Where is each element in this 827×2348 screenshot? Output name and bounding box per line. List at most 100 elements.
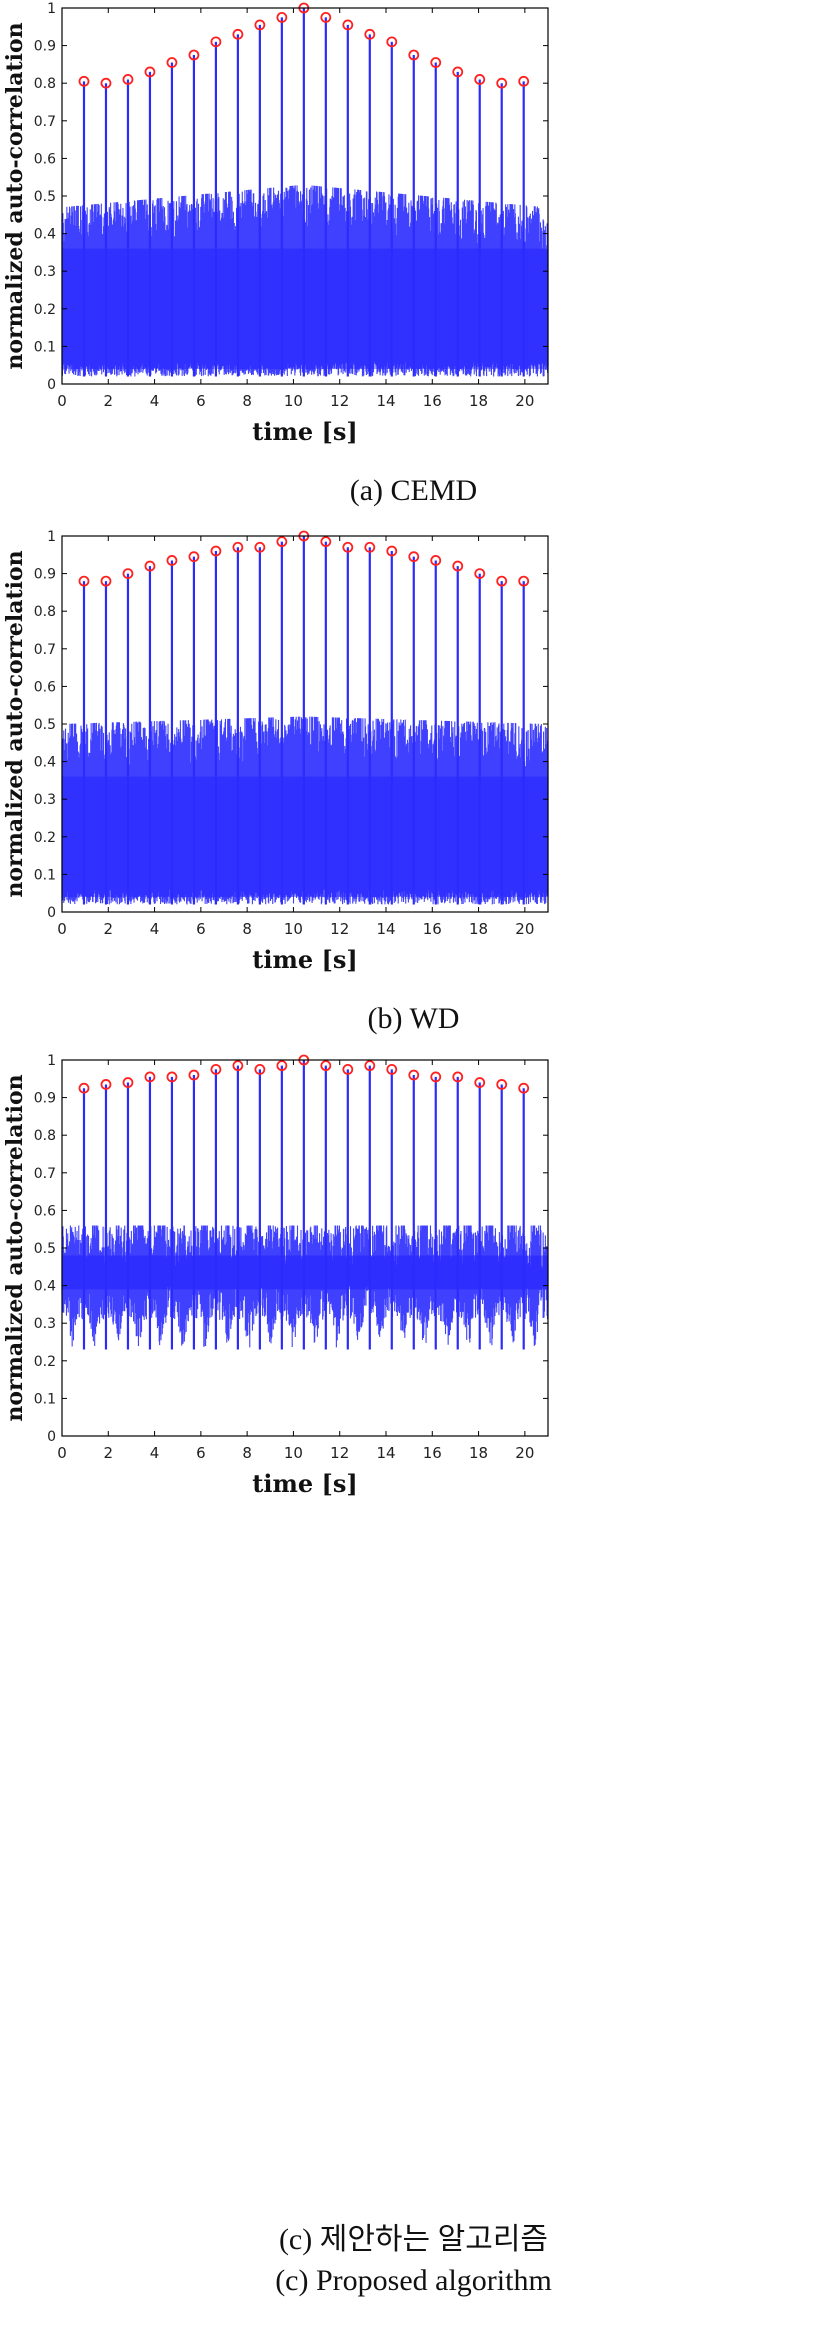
peak-marker <box>408 1069 420 1081</box>
peak-marker <box>100 77 112 89</box>
y-tick-label: 0.2 <box>34 302 56 318</box>
peak-marker <box>166 555 178 566</box>
peak-marker <box>408 551 420 563</box>
y-axis-label: normalized auto-correlation <box>2 1074 28 1421</box>
x-tick-label: 16 <box>423 920 442 938</box>
x-tick-label: 20 <box>515 392 534 410</box>
y-tick-label: 0.2 <box>34 1354 56 1370</box>
peak-marker <box>232 1060 244 1072</box>
y-tick-label: 0.3 <box>34 1316 56 1332</box>
x-tick-label: 6 <box>196 1444 206 1462</box>
peak-marker <box>364 1060 376 1072</box>
x-tick-label: 20 <box>515 920 534 938</box>
peak-marker <box>78 1082 90 1094</box>
y-tick-label: 0 <box>47 1429 56 1445</box>
x-tick-label: 8 <box>242 920 252 938</box>
y-tick-label: 0.8 <box>34 604 56 620</box>
chart-svg-a: 00.10.20.30.40.50.60.70.80.910 2 4 6 8 10 12 14… <box>2 1 549 446</box>
peak-marker <box>188 49 200 61</box>
x-tick-label: 12 <box>330 392 349 410</box>
peak-marker <box>276 536 288 548</box>
x-tick-label: 6 <box>196 392 206 410</box>
x-tick-label: 10 <box>284 392 303 410</box>
y-tick-label: 0.1 <box>34 867 56 883</box>
x-tick-label: 4 <box>150 1444 160 1462</box>
x-axis-label: time [s] <box>252 417 357 446</box>
y-tick-label: 0.8 <box>34 1128 56 1144</box>
peak-marker <box>518 575 530 587</box>
x-tick-label: 16 <box>423 1444 442 1462</box>
x-tick-label: 10 <box>284 920 303 938</box>
peak-marker <box>342 1063 354 1075</box>
peak-marker <box>100 575 112 587</box>
peak-marker <box>122 568 134 579</box>
plot-area <box>61 1054 549 1350</box>
chart-caption-a: (a) CEMD <box>349 474 478 507</box>
x-tick-label: 16 <box>423 392 442 410</box>
peak-marker <box>100 1079 112 1090</box>
x-tick-label: 4 <box>150 392 160 410</box>
peak-marker <box>518 75 530 87</box>
peak-marker <box>474 74 486 85</box>
y-tick-label: 1 <box>47 529 56 545</box>
y-tick-label: 0.2 <box>34 830 56 846</box>
y-tick-label: 1 <box>47 1053 56 1069</box>
chart-caption-c: (c) 제안하는 알고리즘 <box>278 2223 549 2256</box>
peak-marker <box>342 541 354 553</box>
peak-marker <box>320 11 332 23</box>
x-tick-label: 6 <box>196 920 206 938</box>
noise-core <box>62 1255 548 1290</box>
y-tick-label: 0.5 <box>34 189 56 205</box>
noise-core <box>62 248 548 369</box>
chart-panel-b: 0 0.1 0.2 0.3 0.4 0.5 0.6 0.7 0.8 0.9 1 0 2 4 6 8 10 12 14… <box>0 528 827 1048</box>
peak-marker <box>452 560 464 572</box>
peak-marker <box>166 57 178 68</box>
peak-marker <box>518 1082 530 1094</box>
peak-marker <box>474 568 486 579</box>
x-tick-label: 20 <box>515 1444 534 1462</box>
y-tick-label: 0.6 <box>34 151 56 167</box>
chart-caption-b: (b) WD <box>367 1002 460 1035</box>
peak-marker <box>122 1077 134 1088</box>
peak-marker <box>452 1071 464 1083</box>
y-tick-label: 0 <box>47 905 56 921</box>
peak-marker <box>276 11 288 23</box>
peak-marker <box>496 575 508 587</box>
peak-marker <box>452 66 464 78</box>
peak-marker <box>342 19 354 31</box>
x-tick-label: 18 <box>469 1444 488 1462</box>
y-tick-label: 0.7 <box>34 642 56 658</box>
peak-marker <box>210 36 222 48</box>
y-tick-label: 0.9 <box>34 567 56 583</box>
y-tick-label: 0.7 <box>34 114 56 130</box>
peak-marker <box>364 28 376 40</box>
peak-marker <box>430 555 442 566</box>
peak-marker <box>232 28 244 40</box>
y-tick-label: 1 <box>47 1 56 17</box>
x-tick-label: 14 <box>376 920 395 938</box>
peak-marker <box>144 66 156 78</box>
y-tick-label: 0.3 <box>34 792 56 808</box>
y-axis-label: normalized auto-correlation <box>2 550 28 897</box>
peak-marker <box>210 545 222 557</box>
peak-marker <box>320 1060 332 1072</box>
chart-svg-b: 00.10.20.30.40.50.60.70.80.910 2 4 6 8 10 12 14… <box>2 529 549 974</box>
x-tick-label: 14 <box>376 392 395 410</box>
y-tick-label: 0.6 <box>34 1203 56 1219</box>
y-tick-label: 0.9 <box>34 1091 56 1107</box>
x-tick-label: 2 <box>104 920 114 938</box>
peak-marker <box>232 541 244 553</box>
peak-marker <box>474 1077 486 1088</box>
y-tick-label: 0.1 <box>34 339 56 355</box>
x-tick-label: 2 <box>104 1444 114 1462</box>
peak-marker <box>320 536 332 548</box>
x-tick-label: 0 <box>57 392 67 410</box>
peak-marker <box>496 77 508 89</box>
plot-area <box>61 2 549 377</box>
x-tick-label: 12 <box>330 920 349 938</box>
peak-marker <box>144 1071 156 1083</box>
peak-marker <box>408 49 420 61</box>
y-axis-label: normalized auto-correlation <box>2 22 28 369</box>
y-tick-label: 0.8 <box>34 76 56 92</box>
peak-marker <box>78 75 90 87</box>
